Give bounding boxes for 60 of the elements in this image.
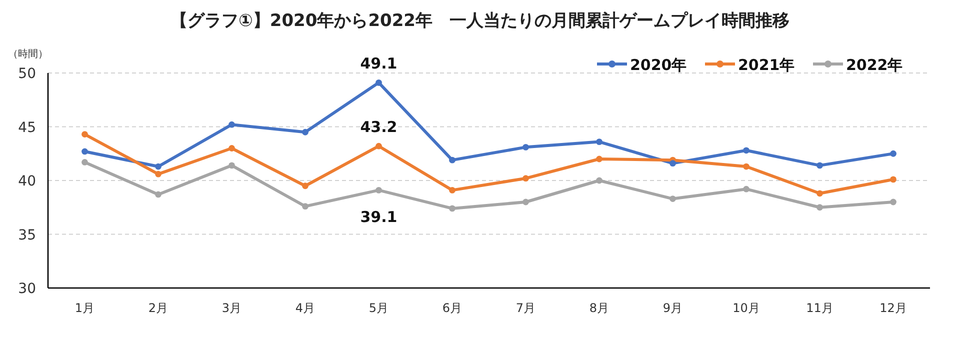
legend-label: 2020年 [630, 56, 687, 74]
point [816, 204, 823, 211]
point [522, 198, 529, 206]
x-tick-label: 1月 [74, 301, 95, 315]
legend-label: 2022年 [846, 56, 903, 74]
point [743, 186, 750, 192]
point [890, 176, 896, 183]
point [890, 198, 896, 206]
point [522, 175, 529, 182]
point [82, 148, 88, 155]
point [522, 144, 529, 150]
y-tick-label: 40 [18, 174, 36, 190]
y-tick-label: 45 [18, 120, 36, 136]
point [596, 156, 602, 162]
y-tick-label: 35 [18, 227, 36, 244]
y-tick-label: 50 [18, 66, 36, 82]
x-tick-label: 4月 [295, 301, 316, 315]
x-tick-label: 5月 [368, 301, 389, 315]
point [302, 128, 308, 136]
point [155, 170, 162, 178]
x-tick-label: 12月 [880, 301, 907, 315]
y-axis-title: （時間） [8, 48, 48, 60]
point [376, 142, 382, 150]
point [670, 160, 676, 166]
point [449, 156, 456, 164]
point [302, 182, 308, 190]
point [155, 191, 162, 198]
x-tick-label: 6月 [442, 301, 462, 315]
point [228, 162, 235, 169]
x-tick-label: 8月 [589, 301, 610, 315]
data-label: 43.2 [360, 118, 398, 136]
point [449, 186, 456, 194]
data-label: 39.1 [360, 208, 398, 226]
x-tick-label: 7月 [516, 301, 536, 315]
point [228, 121, 235, 128]
legend-label: 2021年 [738, 56, 795, 74]
point [155, 163, 162, 170]
point [302, 203, 308, 210]
point [596, 138, 602, 145]
point [449, 205, 456, 212]
y-tick-label: 30 [18, 281, 36, 297]
point [816, 190, 823, 197]
point [228, 145, 235, 152]
point [596, 177, 602, 184]
x-tick-label: 11月 [806, 301, 834, 315]
point [82, 159, 88, 166]
x-tick-label: 3月 [222, 301, 242, 315]
point [670, 196, 676, 202]
point [743, 147, 750, 154]
point [743, 163, 750, 170]
point [376, 186, 382, 194]
point [376, 79, 382, 86]
x-tick-label: 2月 [148, 301, 168, 315]
chart-title: 【グラフ①】2020年から2022年 一人当たりの月間累計ゲームプレイ時間推移 [170, 11, 790, 31]
point [82, 131, 88, 138]
data-label: 49.1 [360, 54, 398, 73]
x-tick-label: 10月 [732, 301, 760, 315]
point [890, 150, 896, 157]
point [816, 162, 823, 169]
x-tick-label: 9月 [662, 301, 683, 315]
